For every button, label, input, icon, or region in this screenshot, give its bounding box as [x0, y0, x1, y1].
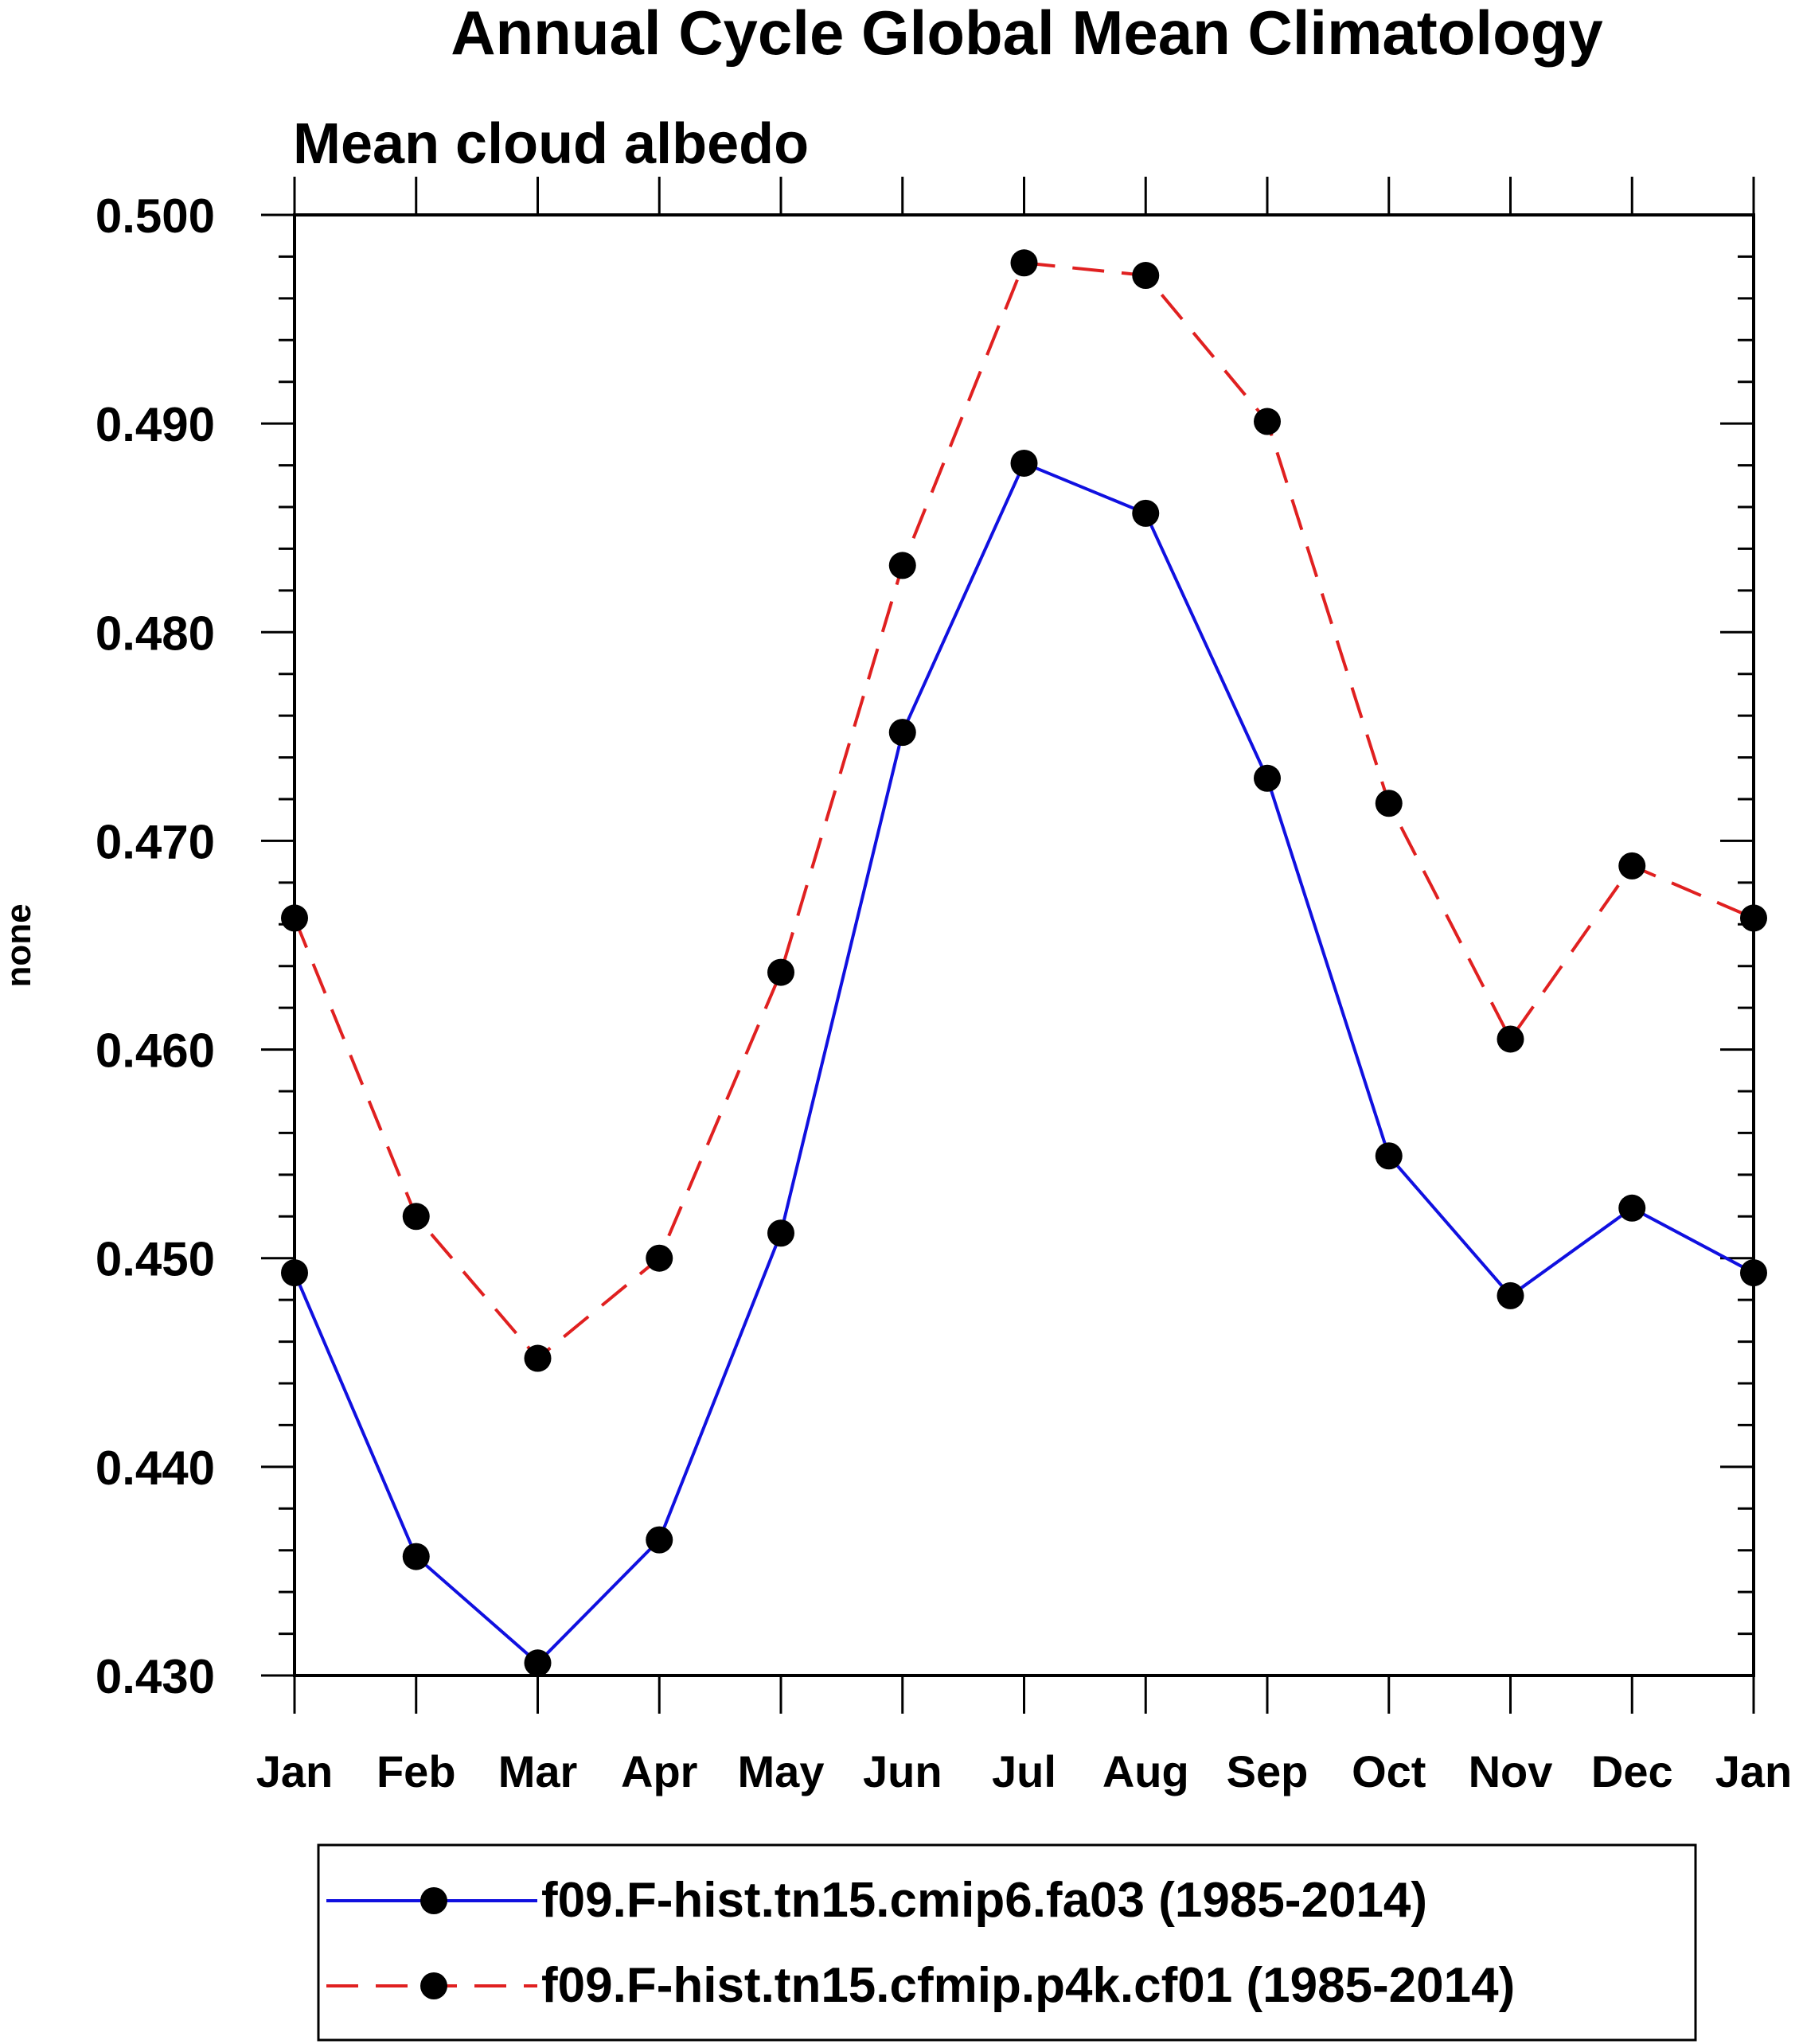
series-1-point [646, 1526, 673, 1554]
series-2-point [524, 1344, 552, 1372]
chart-subtitle: Mean cloud albedo [293, 112, 809, 176]
series-1-point [1740, 1259, 1767, 1287]
series-line-1 [293, 461, 1754, 1666]
series-1-point [1618, 1194, 1646, 1222]
y-tick-label: 0.450 [96, 1233, 215, 1286]
legend: f09.F-hist.tn15.cmip6.fa03 (1985-2014) f… [317, 1843, 1697, 2042]
x-tick-label: Jun [863, 1746, 942, 1796]
series-1-point [1010, 449, 1038, 477]
x-tick-label: Aug [1102, 1746, 1189, 1796]
series-1-point [1254, 764, 1281, 792]
series-layer [281, 249, 1767, 1677]
series-1-point [281, 1259, 308, 1287]
series-2-point [1132, 262, 1160, 290]
series-2-point [1375, 790, 1403, 817]
series-1-point [1497, 1281, 1524, 1309]
legend-label-series-2: f09.F-hist.tn15.cfmip.p4k.cf01 (1985-201… [541, 1958, 1515, 2013]
x-tick-label: Sep [1227, 1746, 1309, 1796]
x-tick-label: Feb [377, 1746, 456, 1796]
axis-ticks [261, 177, 1755, 1714]
legend-label-series-1: f09.F-hist.tn15.cmip6.fa03 (1985-2014) [541, 1873, 1427, 1928]
x-tick-labels: Jan Feb Mar Apr May Jun Jul Aug Sep Oct Nov Dec Jan [256, 1746, 1793, 1796]
chart-title: Annual Cycle Global Mean Climatology [451, 0, 1603, 68]
x-tick-label: Jan [256, 1746, 334, 1796]
series-2-point [888, 552, 916, 579]
series-2-point [1010, 249, 1038, 277]
y-tick-labels: 0.430 0.440 0.450 0.460 0.470 0.480 0.490 0.500 [96, 189, 215, 1703]
plot-frame [293, 213, 1755, 1677]
x-tick-label: Mar [498, 1746, 578, 1796]
y-tick-label: 0.430 [96, 1650, 215, 1703]
y-tick-label: 0.480 [96, 607, 215, 660]
legend-marker-series-1 [420, 1887, 447, 1914]
series-1-point [1132, 499, 1160, 527]
series-2-point [646, 1244, 673, 1272]
y-tick-label: 0.500 [96, 189, 215, 243]
x-tick-label: Jul [992, 1746, 1056, 1796]
x-tick-label: Jan [1715, 1746, 1793, 1796]
x-tick-label: Oct [1352, 1746, 1426, 1796]
series-2-point [1618, 852, 1646, 880]
legend-box [317, 1843, 1697, 2042]
series-2-point [1497, 1025, 1524, 1053]
y-tick-label: 0.470 [96, 815, 215, 868]
series-1-point [402, 1543, 430, 1570]
legend-marker-series-2 [420, 1972, 447, 1999]
x-tick-label: Nov [1469, 1746, 1553, 1796]
x-tick-label: Apr [621, 1746, 697, 1796]
series-1-point [767, 1219, 794, 1247]
series-2-point [1740, 904, 1767, 932]
series-1-point [524, 1649, 552, 1677]
x-tick-label: May [738, 1746, 825, 1796]
y-tick-label: 0.460 [96, 1024, 215, 1078]
y-tick-label: 0.490 [96, 398, 215, 451]
series-1-point [888, 719, 916, 747]
x-tick-label: Dec [1591, 1746, 1673, 1796]
series-2-point [1254, 408, 1281, 435]
series-2-point [402, 1203, 430, 1231]
y-axis-label: none [0, 903, 38, 987]
series-2-point [281, 904, 308, 932]
y-tick-label: 0.440 [96, 1441, 215, 1495]
series-2-point [767, 958, 794, 986]
series-line-2 [293, 261, 1754, 1361]
series-1-point [1375, 1142, 1403, 1170]
